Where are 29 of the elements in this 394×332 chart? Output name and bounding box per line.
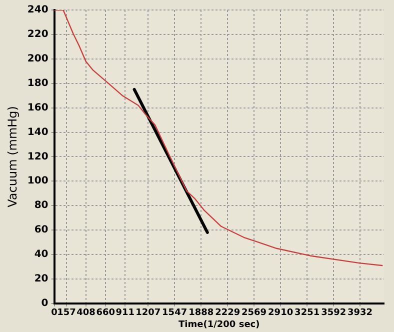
x-tick-label: 3592	[321, 308, 346, 318]
x-tick-label: 911	[116, 308, 135, 318]
y-tick-label: 160	[27, 102, 48, 114]
x-tick-label: 1888	[188, 308, 214, 318]
y-tick-label: 140	[27, 126, 48, 138]
y-tick-label: 180	[27, 78, 48, 89]
y-tick-label: 20	[34, 274, 48, 285]
x-tick-label: 2229	[215, 308, 240, 318]
x-axis-title: Time(1/200 sec)	[178, 320, 260, 330]
y-tick-label: 0	[41, 298, 48, 309]
x-tick-label: 660	[96, 308, 115, 318]
x-tick-label: 408	[76, 308, 96, 318]
y-tick-label: 40	[34, 249, 48, 260]
y-tick-label: 200	[27, 53, 48, 64]
x-tick-label: 3932	[348, 308, 373, 318]
y-tick-label: 220	[27, 29, 48, 40]
y-axis-title: Vacuum (mmHg)	[5, 106, 20, 208]
y-tick-label: 240	[27, 4, 48, 16]
y-tick-label: 60	[34, 224, 48, 236]
x-tick-label: 157	[57, 308, 76, 318]
x-tick-label: 3251	[294, 308, 320, 318]
x-tick-label: 2569	[242, 308, 267, 318]
y-tick-label: 100	[27, 176, 48, 187]
x-tick-label: 1207	[136, 308, 161, 318]
y-tick-label: 80	[34, 200, 48, 212]
x-tick-label: 0	[51, 308, 58, 318]
x-tick-label: 1547	[162, 308, 188, 318]
x-tick-label: 2910	[268, 308, 294, 318]
y-tick-label: 120	[27, 151, 48, 162]
